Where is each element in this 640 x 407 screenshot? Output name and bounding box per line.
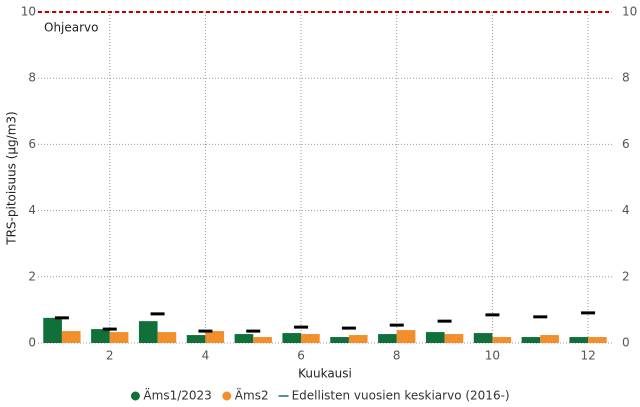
x-tick-label: 8: [393, 349, 401, 363]
legend-marker: [222, 391, 232, 401]
y-tick-label: 0: [28, 336, 36, 350]
y2-tick-label: 2: [622, 269, 630, 283]
bar: [234, 334, 254, 343]
bar: [444, 334, 464, 343]
bar: [348, 335, 368, 343]
bar: [540, 335, 559, 343]
legend-marker: [130, 391, 140, 401]
legend: Äms1/2023 Äms2 Edellisten vuosien keskiarv…: [130, 388, 510, 403]
x-tick-label: 6: [297, 349, 305, 363]
bar: [425, 332, 445, 343]
bar: [91, 329, 110, 343]
bar: [569, 337, 589, 343]
bar: [61, 331, 81, 343]
x-axis-title: Kuukausi: [298, 367, 352, 381]
bar: [138, 321, 158, 343]
x-tick-label: 12: [580, 349, 595, 363]
bar: [157, 332, 177, 343]
bar: [588, 337, 607, 343]
legend-label: Edellisten vuosien keskiarvo (2016-): [292, 389, 510, 403]
y-tick-label: 8: [28, 71, 36, 85]
y-tick-label: 2: [28, 269, 36, 283]
x-tick-label: 4: [202, 349, 210, 363]
y-tick-label: 10: [21, 5, 36, 19]
bar: [521, 337, 541, 343]
y2-tick-label: 10: [622, 5, 637, 19]
y-axis-title: TRS-pitoisuus (µg/m3): [5, 111, 19, 245]
bar: [396, 330, 416, 343]
bar: [301, 334, 320, 343]
bar: [378, 334, 397, 343]
y2-tick-label: 4: [622, 203, 630, 217]
bar: [282, 333, 302, 343]
reference-label: Ohjearvo: [44, 21, 99, 35]
bar: [473, 333, 493, 343]
bar: [43, 317, 62, 343]
y-tick-label: 4: [28, 203, 36, 217]
legend-label: Äms2: [235, 388, 269, 403]
y-tick-label: 6: [28, 137, 36, 151]
legend-label: Äms1/2023: [143, 388, 211, 403]
bar: [330, 337, 349, 343]
y2-tick-label: 8: [622, 71, 630, 85]
bar: [492, 337, 512, 343]
bar: [186, 335, 206, 343]
y2-tick-label: 0: [622, 336, 630, 350]
bar: [205, 331, 225, 343]
x-tick-label: 10: [485, 349, 500, 363]
bar: [109, 332, 129, 343]
y2-tick-label: 6: [622, 137, 630, 151]
bar: [253, 337, 272, 343]
x-tick-label: 2: [106, 349, 114, 363]
